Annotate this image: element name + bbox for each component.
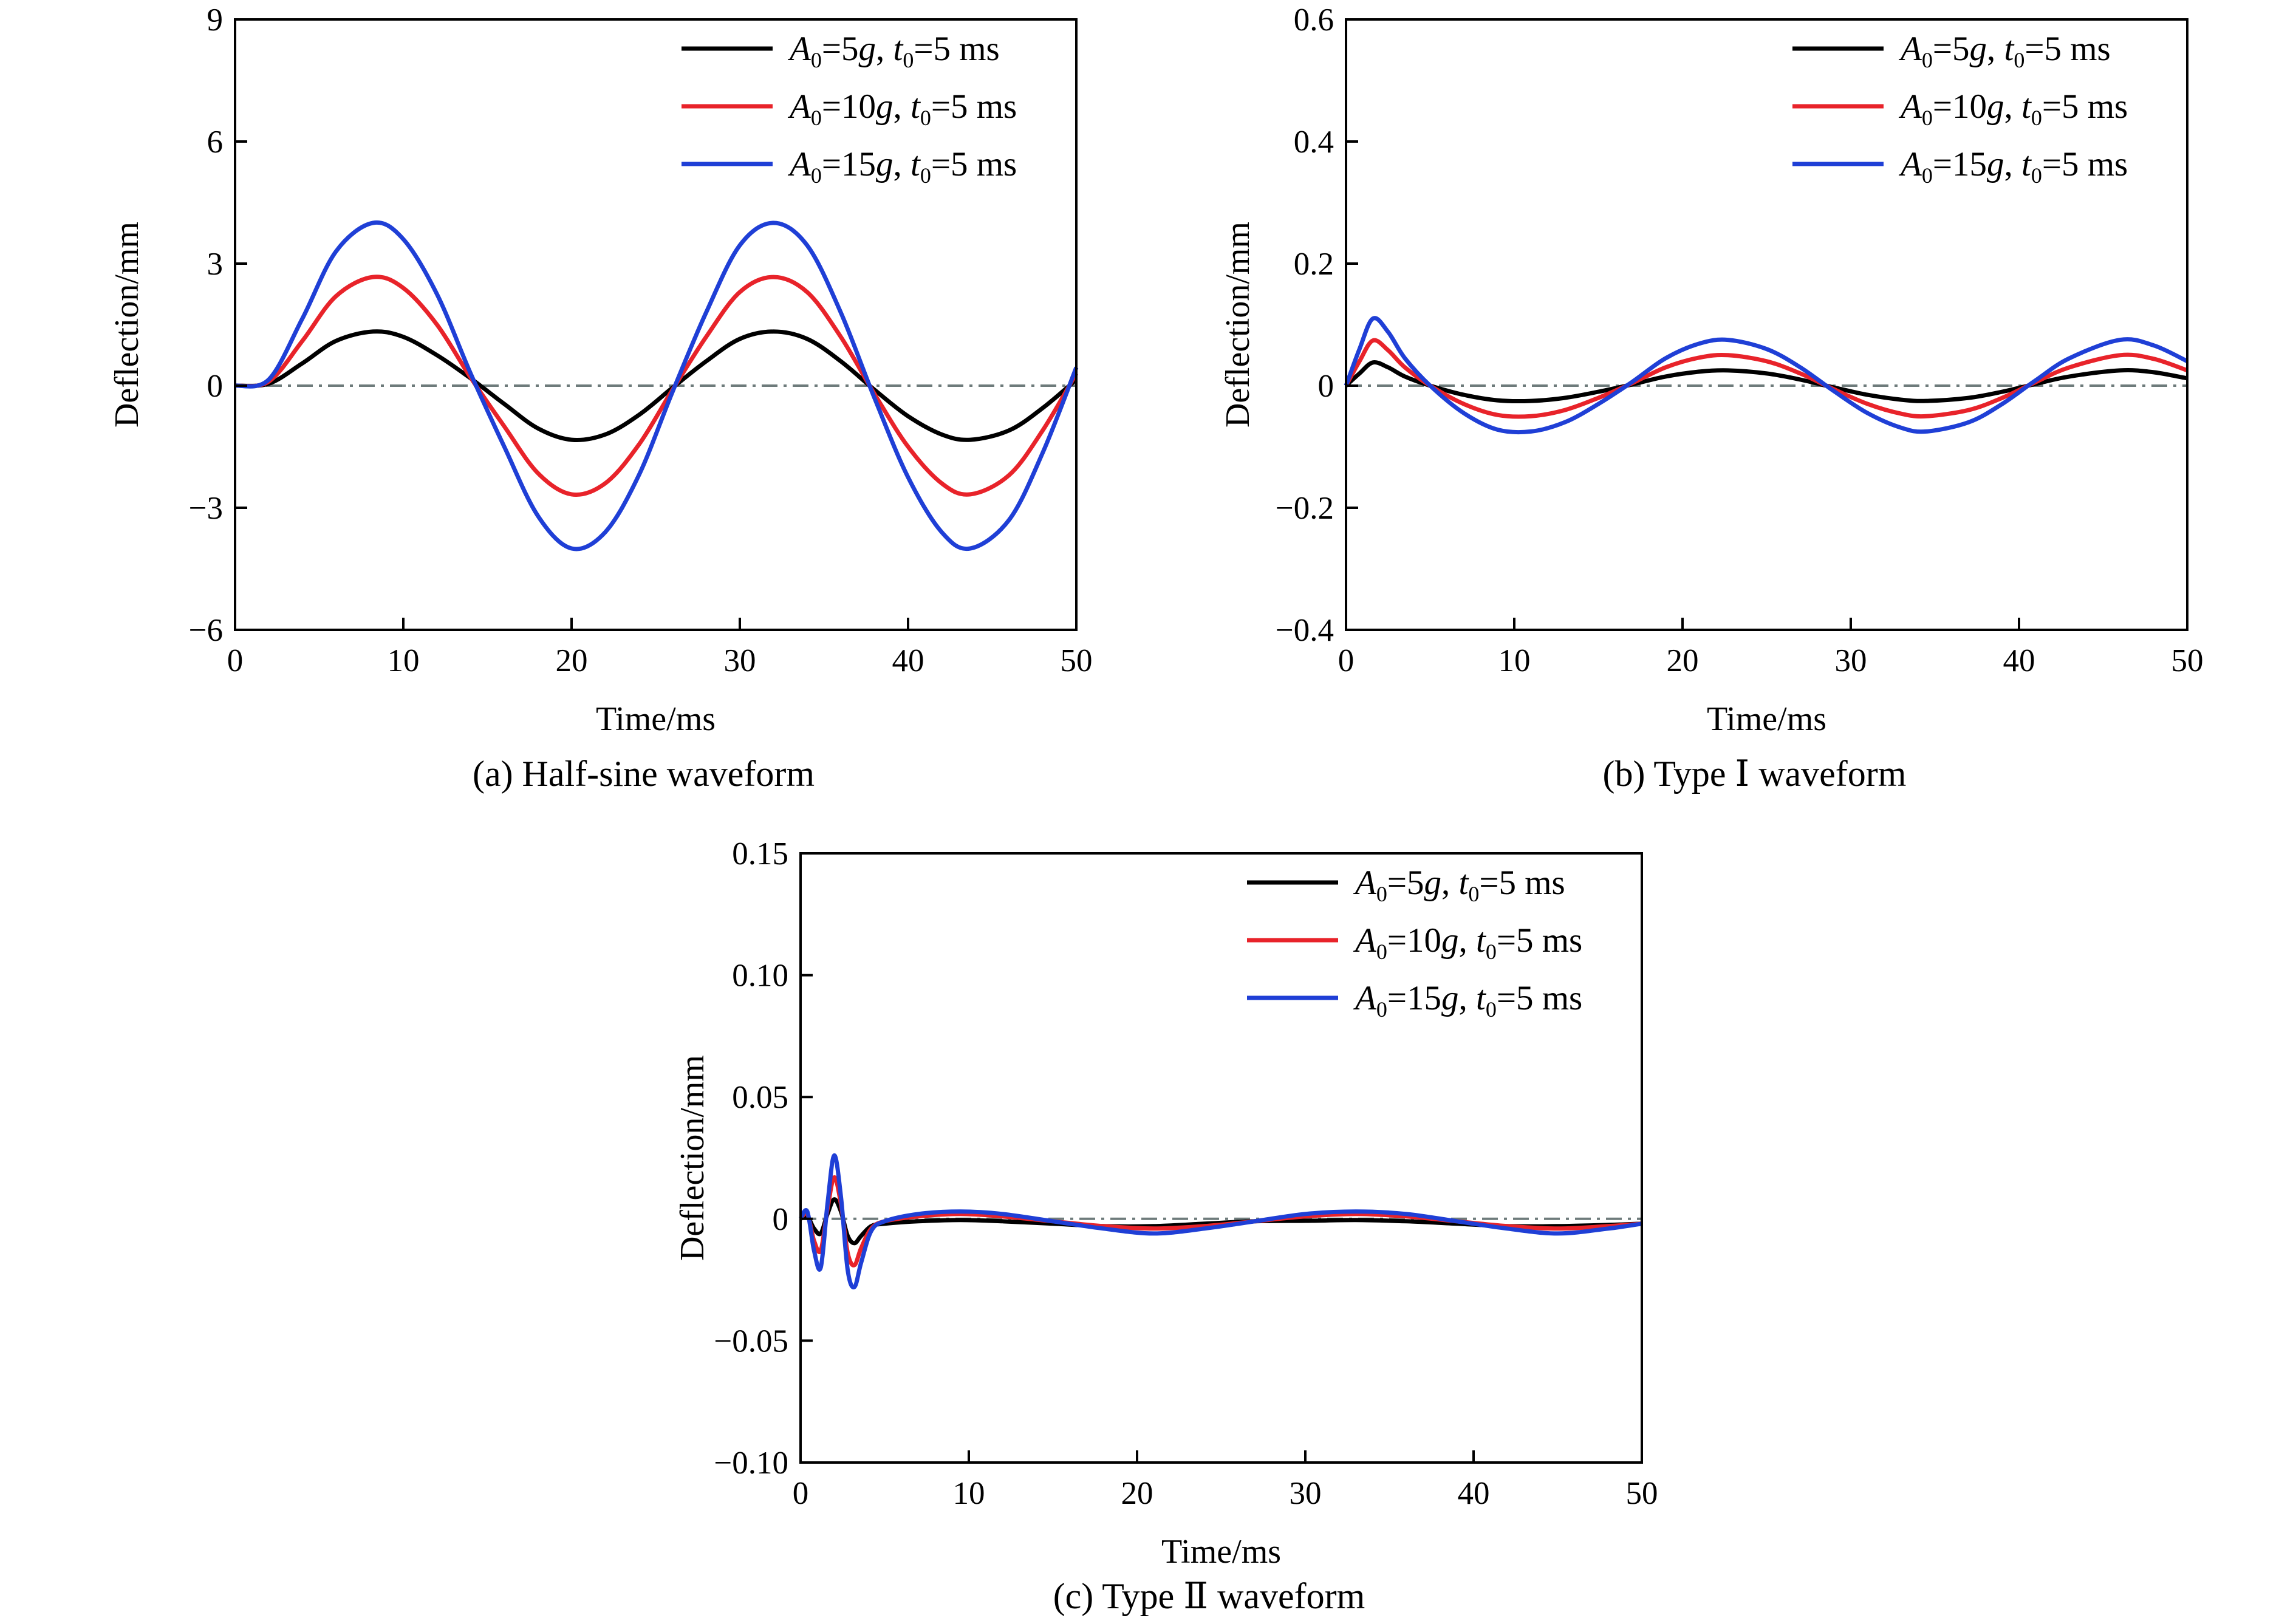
x-axis-label: Time/ms	[1161, 1533, 1281, 1571]
x-tick-label: 40	[1458, 1476, 1490, 1511]
legend-label: A0=15g, t0=5 ms	[1353, 979, 1582, 1022]
y-tick-label: −0.10	[714, 1446, 788, 1481]
legend-label: A0=15g, t0=5 ms	[787, 145, 1017, 188]
x-tick-label: 0	[227, 643, 244, 678]
y-tick-label: −0.4	[1276, 613, 1334, 648]
y-axis-label: Deflection/mm	[1219, 222, 1257, 428]
y-axis-label: Deflection/mm	[674, 1055, 711, 1261]
legend-label: A0=5g, t0=5 ms	[1898, 30, 2111, 72]
x-tick-label: 20	[556, 643, 588, 678]
series-line-1	[799, 1197, 1642, 1246]
panel-caption: (c) Type Ⅱ waveform	[1053, 1576, 1365, 1616]
legend-label: A0=15g, t0=5 ms	[1898, 145, 2128, 188]
y-tick-label: 0.15	[732, 836, 788, 872]
chart-panel-b: 0 10 20 30 40 50 −0.4 −0.2 0 0.2 0.4 0.6 Time/ms Defl…	[1219, 2, 2204, 794]
y-tick-label: −3	[189, 491, 223, 526]
series-line-1	[234, 329, 1078, 442]
y-axis-label: Deflection/mm	[108, 222, 146, 428]
plot-frame	[1345, 18, 2188, 631]
y-tick-label: 9	[207, 2, 224, 38]
x-tick-label: 40	[2003, 643, 2035, 678]
x-tick-label: 50	[2171, 643, 2204, 678]
legend-label: A0=5g, t0=5 ms	[1353, 864, 1565, 906]
y-tick-label: 0.10	[732, 958, 788, 994]
series-line-3	[1344, 316, 2188, 435]
chart-panel-a: 0 10 20 30 40 50 −6 −3 0 3 6 9 Time/ms Deflection/mm A…	[108, 2, 1093, 794]
chart-panel-c: 0 10 20 30 40 50 −0.10 −0.05 0 0.05 0.10 0.15 Time/m…	[674, 836, 1658, 1616]
plot-frame	[799, 852, 1643, 1464]
x-tick-label: 20	[1667, 643, 1699, 678]
x-tick-label: 40	[892, 643, 924, 678]
y-tick-label: 0.4	[1294, 125, 1334, 160]
panel-caption: (b) Type Ⅰ waveform	[1603, 754, 1907, 794]
x-tick-label: 0	[1338, 643, 1355, 678]
legend-label: A0=10g, t0=5 ms	[1353, 921, 1582, 964]
y-tick-label: 0	[773, 1202, 789, 1237]
x-tick-label: 0	[793, 1476, 809, 1511]
y-tick-label: −0.2	[1276, 491, 1334, 526]
x-tick-label: 10	[388, 643, 420, 678]
panel-caption: (a) Half-sine waveform	[473, 754, 815, 794]
x-axis-label: Time/ms	[1707, 700, 1826, 738]
series-line-3	[798, 1153, 1642, 1289]
x-tick-label: 30	[1835, 643, 1867, 678]
y-tick-label: 0.05	[732, 1080, 788, 1115]
series-line-2	[234, 275, 1079, 497]
x-tick-label: 50	[1626, 1476, 1658, 1511]
plot-frame	[234, 18, 1078, 631]
y-tick-label: 6	[207, 125, 224, 160]
y-tick-label: −6	[189, 613, 223, 648]
y-tick-label: −0.05	[714, 1323, 788, 1359]
y-tick-label: 0.2	[1294, 247, 1334, 282]
x-tick-label: 20	[1121, 1476, 1153, 1511]
legend-label: A0=10g, t0=5 ms	[787, 87, 1017, 130]
y-tick-label: 0	[1318, 369, 1334, 404]
x-tick-label: 30	[724, 643, 756, 678]
y-tick-label: 3	[207, 247, 224, 282]
x-tick-label: 10	[953, 1476, 985, 1511]
series-line-3	[234, 220, 1079, 551]
y-tick-label: 0.6	[1294, 2, 1334, 38]
legend-label: A0=5g, t0=5 ms	[787, 30, 1000, 72]
x-tick-label: 30	[1290, 1476, 1322, 1511]
x-tick-label: 50	[1061, 643, 1093, 678]
y-tick-label: 0	[207, 369, 224, 404]
x-tick-label: 10	[1498, 643, 1531, 678]
legend-label: A0=10g, t0=5 ms	[1898, 87, 2128, 130]
x-axis-label: Time/ms	[596, 700, 716, 738]
